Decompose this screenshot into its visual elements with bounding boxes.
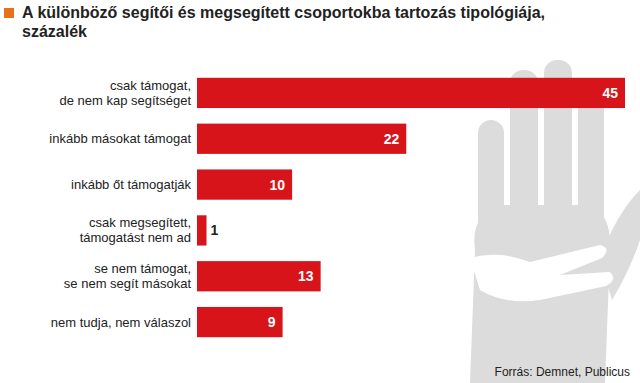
title-marker [4, 8, 14, 18]
tick: se nem támogat,se nem segít másokat [64, 261, 197, 291]
bar [197, 261, 321, 291]
tick-label: csak megsegített,támogatást nem ad [80, 215, 191, 245]
data-label: 9 [268, 314, 276, 330]
tick-label: inkább őt támogatják [71, 177, 191, 192]
small-hand [470, 245, 613, 301]
hand-icon [470, 60, 640, 383]
data-label: 10 [270, 177, 286, 193]
bars [197, 78, 625, 337]
bar [197, 124, 406, 154]
tick-label: inkább másokat támogat [49, 131, 191, 146]
data-label: 1 [211, 222, 219, 238]
data-label: 22 [384, 131, 400, 147]
bar [197, 215, 207, 245]
bar [197, 307, 283, 337]
axis-line [197, 71, 198, 346]
y-axis: csak támogat,de nem kap segítséget inkább… [49, 71, 197, 346]
bar [197, 78, 625, 108]
tick: csak támogat,de nem kap segítséget [59, 78, 197, 108]
chart: csak támogat,de nem kap segítséget inkább… [0, 0, 640, 383]
bar [197, 169, 292, 199]
hand-finger [478, 120, 504, 260]
hand-finger [578, 85, 604, 245]
tick-label: se nem támogat,se nem segít másokat [64, 261, 192, 291]
tick-label: nem tudja, nem válaszol [51, 315, 191, 330]
plot: csak támogat,de nem kap segítséget inkább… [49, 71, 625, 346]
tick: inkább őt támogatják [71, 177, 197, 192]
source: Forrás: Demnet, Publicus [495, 365, 630, 379]
data-label: 13 [298, 268, 314, 284]
data-labels: 45 22 10 1 13 9 [211, 85, 619, 330]
tick-label: csak támogat,de nem kap segítséget [59, 78, 191, 108]
tick: csak megsegített,támogatást nem ad [80, 215, 197, 245]
tick: nem tudja, nem válaszol [51, 315, 197, 330]
data-label: 45 [602, 85, 618, 101]
title: A különböző segítői és megsegített csopo… [22, 3, 582, 41]
tick: inkább másokat támogat [49, 131, 197, 146]
